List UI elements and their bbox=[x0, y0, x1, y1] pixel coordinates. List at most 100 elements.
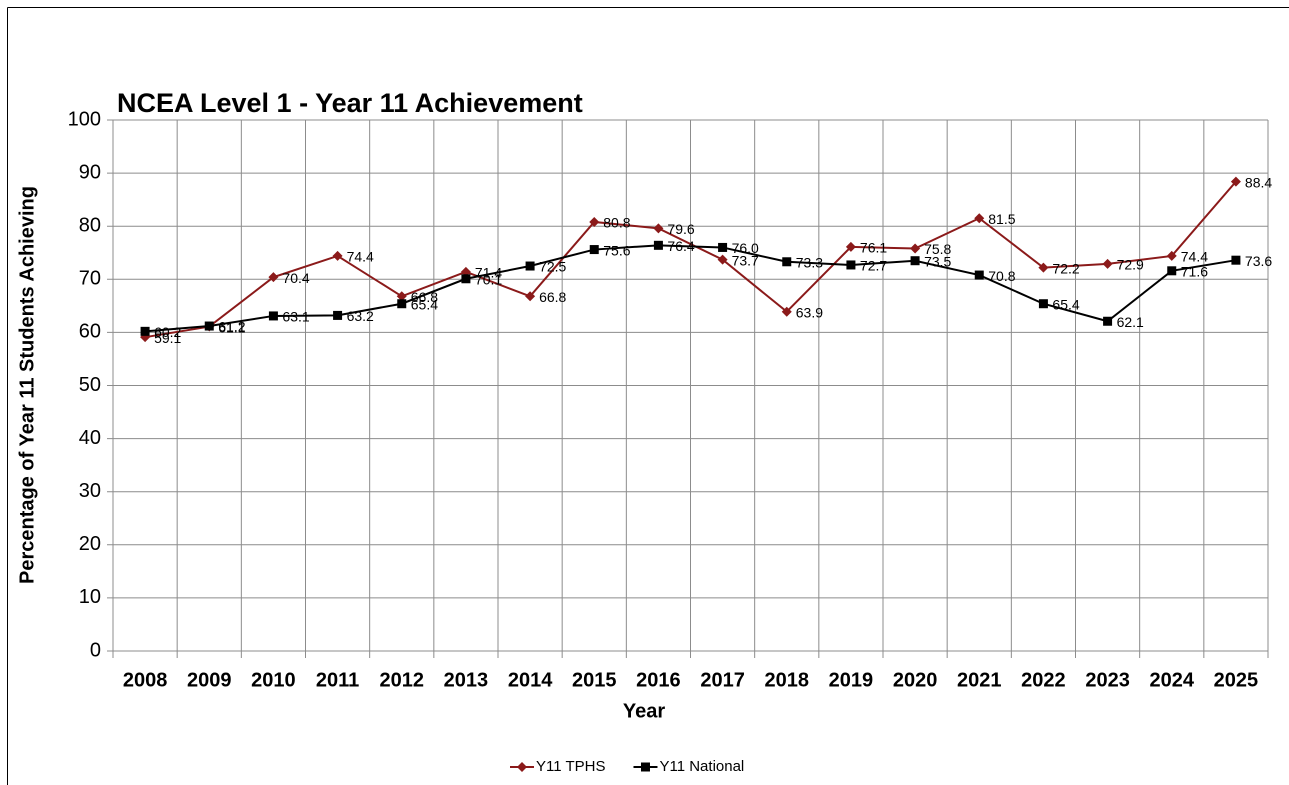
data-label: 70.1 bbox=[475, 271, 502, 287]
data-label: 63.9 bbox=[796, 304, 823, 320]
y-tick-label: 90 bbox=[79, 161, 101, 183]
data-point bbox=[1038, 299, 1048, 309]
x-tick-label: 2016 bbox=[636, 669, 681, 691]
x-tick-label: 2021 bbox=[957, 669, 1002, 691]
data-label: 75.6 bbox=[603, 242, 630, 258]
data-point bbox=[718, 242, 728, 252]
data-label: 74.4 bbox=[347, 249, 374, 265]
data-point bbox=[589, 245, 599, 255]
y-tick-label: 70 bbox=[79, 268, 101, 290]
data-point bbox=[204, 321, 214, 331]
y-tick-label: 100 bbox=[68, 108, 101, 130]
series-line bbox=[144, 180, 1237, 339]
data-point bbox=[333, 310, 343, 320]
y-tick-label: 50 bbox=[79, 374, 101, 396]
data-point bbox=[397, 299, 407, 309]
data-label: 75.8 bbox=[924, 241, 951, 257]
data-label: 63.1 bbox=[282, 309, 309, 325]
data-point bbox=[589, 216, 600, 227]
x-tick-label: 2015 bbox=[572, 669, 617, 691]
data-point bbox=[653, 240, 663, 250]
legend-marker bbox=[517, 762, 527, 772]
data-point bbox=[396, 291, 407, 302]
data-point bbox=[910, 243, 921, 254]
data-point bbox=[910, 256, 920, 266]
data-point bbox=[525, 261, 535, 271]
data-label: 74.4 bbox=[1181, 249, 1208, 265]
data-point bbox=[1167, 266, 1177, 276]
x-tick-label: 2018 bbox=[765, 669, 810, 691]
data-point bbox=[1038, 262, 1049, 273]
x-tick-label: 2012 bbox=[380, 669, 425, 691]
data-point bbox=[846, 260, 856, 270]
x-tick-label: 2011 bbox=[316, 669, 359, 691]
data-label: 81.5 bbox=[988, 211, 1015, 227]
x-axis-label: Year bbox=[623, 700, 665, 722]
data-label: 73.7 bbox=[732, 252, 759, 268]
legend-marker bbox=[640, 762, 650, 772]
data-point bbox=[332, 250, 343, 261]
x-tick-label: 2013 bbox=[444, 669, 489, 691]
data-point bbox=[1230, 176, 1241, 187]
data-point bbox=[1102, 258, 1113, 269]
data-label: 73.5 bbox=[924, 253, 951, 269]
x-tick-label: 2008 bbox=[123, 669, 168, 691]
data-point bbox=[268, 272, 279, 283]
data-label: 71.6 bbox=[1181, 264, 1208, 280]
data-label: 72.2 bbox=[1052, 260, 1079, 276]
data-label: 76.0 bbox=[732, 240, 759, 256]
y-tick-label: 30 bbox=[79, 480, 101, 502]
data-point bbox=[782, 257, 792, 267]
x-tick-label: 2010 bbox=[251, 669, 296, 691]
x-tick-label: 2019 bbox=[829, 669, 874, 691]
y-tick-label: 10 bbox=[79, 586, 101, 608]
data-label: 79.6 bbox=[667, 221, 694, 237]
x-tick-label: 2025 bbox=[1214, 669, 1259, 691]
legend-label: Y11 National bbox=[659, 758, 744, 775]
data-label: 62.1 bbox=[1117, 314, 1144, 330]
data-label: 65.4 bbox=[1052, 296, 1079, 312]
data-label: 80.8 bbox=[603, 215, 630, 231]
data-label: 70.8 bbox=[988, 268, 1015, 284]
data-label: 61.2 bbox=[218, 319, 245, 335]
data-point bbox=[974, 270, 984, 280]
data-point bbox=[717, 254, 728, 265]
x-tick-label: 2023 bbox=[1085, 669, 1130, 691]
x-tick-label: 2009 bbox=[187, 669, 232, 691]
data-point bbox=[268, 311, 278, 321]
chart-title: NCEA Level 1 - Year 11 Achievement bbox=[117, 88, 583, 118]
data-point bbox=[653, 223, 664, 234]
data-point bbox=[1103, 316, 1113, 326]
data-label: 73.3 bbox=[796, 254, 823, 270]
y-tick-label: 20 bbox=[79, 533, 101, 555]
data-label: 60.2 bbox=[154, 324, 181, 340]
x-tick-label: 2022 bbox=[1021, 669, 1066, 691]
x-tick-label: 2020 bbox=[893, 669, 938, 691]
data-label: 72.9 bbox=[1117, 257, 1144, 273]
x-tick-label: 2017 bbox=[700, 669, 745, 691]
data-point bbox=[781, 306, 792, 317]
series-line bbox=[145, 244, 1237, 333]
y-tick-label: 80 bbox=[79, 214, 101, 236]
y-axis-label: Percentage of Year 11 Students Achieving bbox=[16, 186, 38, 584]
data-label: 59.1 bbox=[154, 330, 181, 346]
data-label: 73.6 bbox=[1245, 253, 1272, 269]
data-label: 66.8 bbox=[539, 289, 566, 305]
y-tick-label: 60 bbox=[79, 321, 101, 343]
y-tick-label: 0 bbox=[90, 639, 101, 661]
legend-label: Y11 TPHS bbox=[536, 758, 605, 775]
data-point bbox=[845, 241, 856, 252]
x-tick-label: 2014 bbox=[508, 669, 553, 691]
data-point bbox=[1231, 255, 1241, 265]
data-label: 65.4 bbox=[411, 296, 438, 312]
data-label: 76.4 bbox=[667, 238, 694, 254]
data-point bbox=[1166, 250, 1177, 261]
data-point bbox=[140, 326, 150, 336]
data-point bbox=[461, 274, 471, 284]
data-label: 70.4 bbox=[282, 270, 309, 286]
y-tick-label: 40 bbox=[79, 427, 101, 449]
data-label: 72.7 bbox=[860, 258, 887, 274]
data-label: 63.2 bbox=[347, 308, 374, 324]
data-label: 76.1 bbox=[860, 240, 887, 256]
